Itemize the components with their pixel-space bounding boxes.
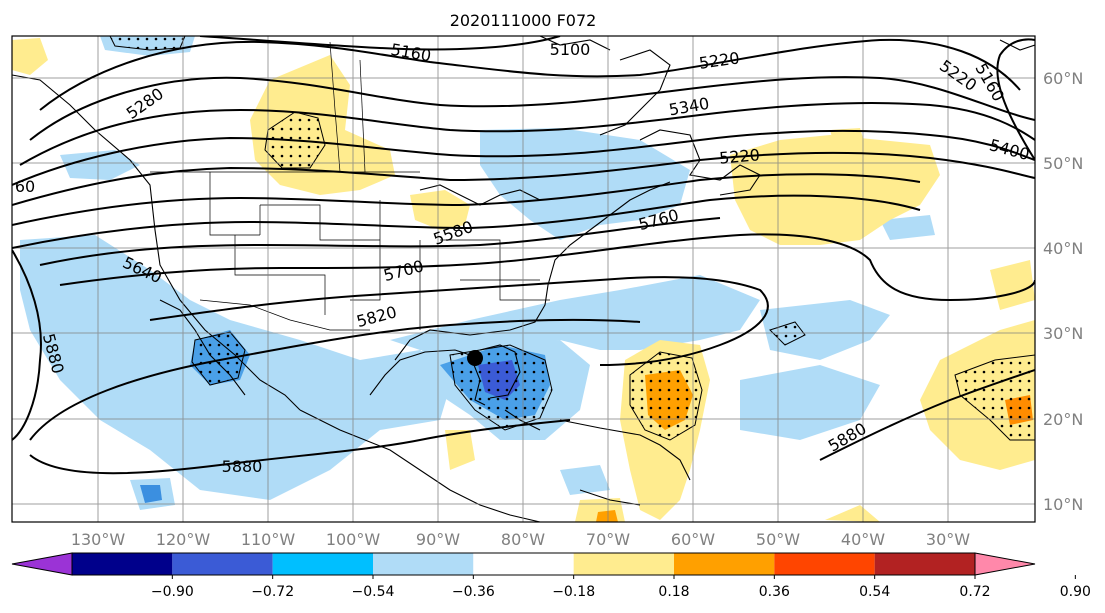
lat-label: 20°N — [1043, 410, 1083, 429]
lon-label: 30°W — [926, 530, 970, 549]
colorbar-tick-label: −0.18 — [552, 584, 595, 600]
lon-label: 80°W — [501, 530, 545, 549]
map-frame — [11, 35, 1036, 523]
colorbar-tick-label: 0.54 — [859, 584, 890, 600]
lon-label: 110°W — [241, 530, 296, 549]
colorbar-segment — [72, 553, 173, 575]
coastlines — [12, 36, 1035, 522]
colorbar-segment — [473, 553, 574, 575]
colorbar-tick-label: 0.90 — [1060, 584, 1091, 600]
lon-label: 90°W — [416, 530, 460, 549]
lon-label: 70°W — [586, 530, 630, 549]
colorbar-high-extend — [974, 552, 1036, 576]
storm-center-marker — [467, 350, 483, 366]
colorbar: −0.90 −0.72 −0.54 −0.36 −0.18 0.18 0.36 0.54 0.7… — [11, 552, 1091, 600]
political-borders — [150, 41, 550, 331]
lat-label: 10°N — [1043, 495, 1083, 514]
lon-label: 60°W — [671, 530, 715, 549]
colorbar-low-extend — [11, 552, 73, 576]
lon-label: 130°W — [71, 530, 126, 549]
colorbar-tick-label: −0.72 — [251, 584, 294, 600]
map-title: 2020111000 F072 — [450, 11, 597, 30]
lon-label: 50°W — [756, 530, 800, 549]
latitude-labels: 60°N 50°N 40°N 30°N 20°N 10°N — [1043, 69, 1083, 514]
colorbar-tick-label: −0.36 — [452, 584, 495, 600]
lat-label: 50°N — [1043, 154, 1083, 173]
colorbar-segment — [373, 553, 474, 575]
lon-label: 100°W — [326, 530, 381, 549]
colorbar-segment — [674, 553, 775, 575]
colorbar-segment — [172, 553, 273, 575]
colorbar-segment — [774, 553, 875, 575]
colorbar-tick-label: 0.36 — [759, 584, 790, 600]
contour-label: 5100 — [550, 40, 591, 59]
contour-label: 60 — [15, 177, 35, 196]
lon-label: 120°W — [156, 530, 211, 549]
colorbar-tick-label: 0.72 — [959, 584, 990, 600]
lat-label: 60°N — [1043, 69, 1083, 88]
contour-label: 5220 — [718, 145, 760, 167]
lat-label: 30°N — [1043, 324, 1083, 343]
contour-label: 5880 — [222, 457, 263, 476]
colorbar-tick-label: −0.54 — [352, 584, 395, 600]
lat-label: 40°N — [1043, 239, 1083, 258]
longitude-labels: 130°W 120°W 110°W 100°W 90°W 80°W 70°W 6… — [71, 530, 970, 549]
map-panel — [12, 36, 1035, 522]
colorbar-segment — [272, 553, 373, 575]
height-contours — [12, 36, 1035, 475]
lon-label: 40°W — [841, 530, 885, 549]
colorbar-segment — [573, 553, 674, 575]
colorbar-tick-label: −0.90 — [151, 584, 194, 600]
colorbar-outline — [71, 552, 976, 576]
colorbar-segment — [874, 553, 975, 575]
colorbar-tick-label: 0.18 — [658, 584, 689, 600]
